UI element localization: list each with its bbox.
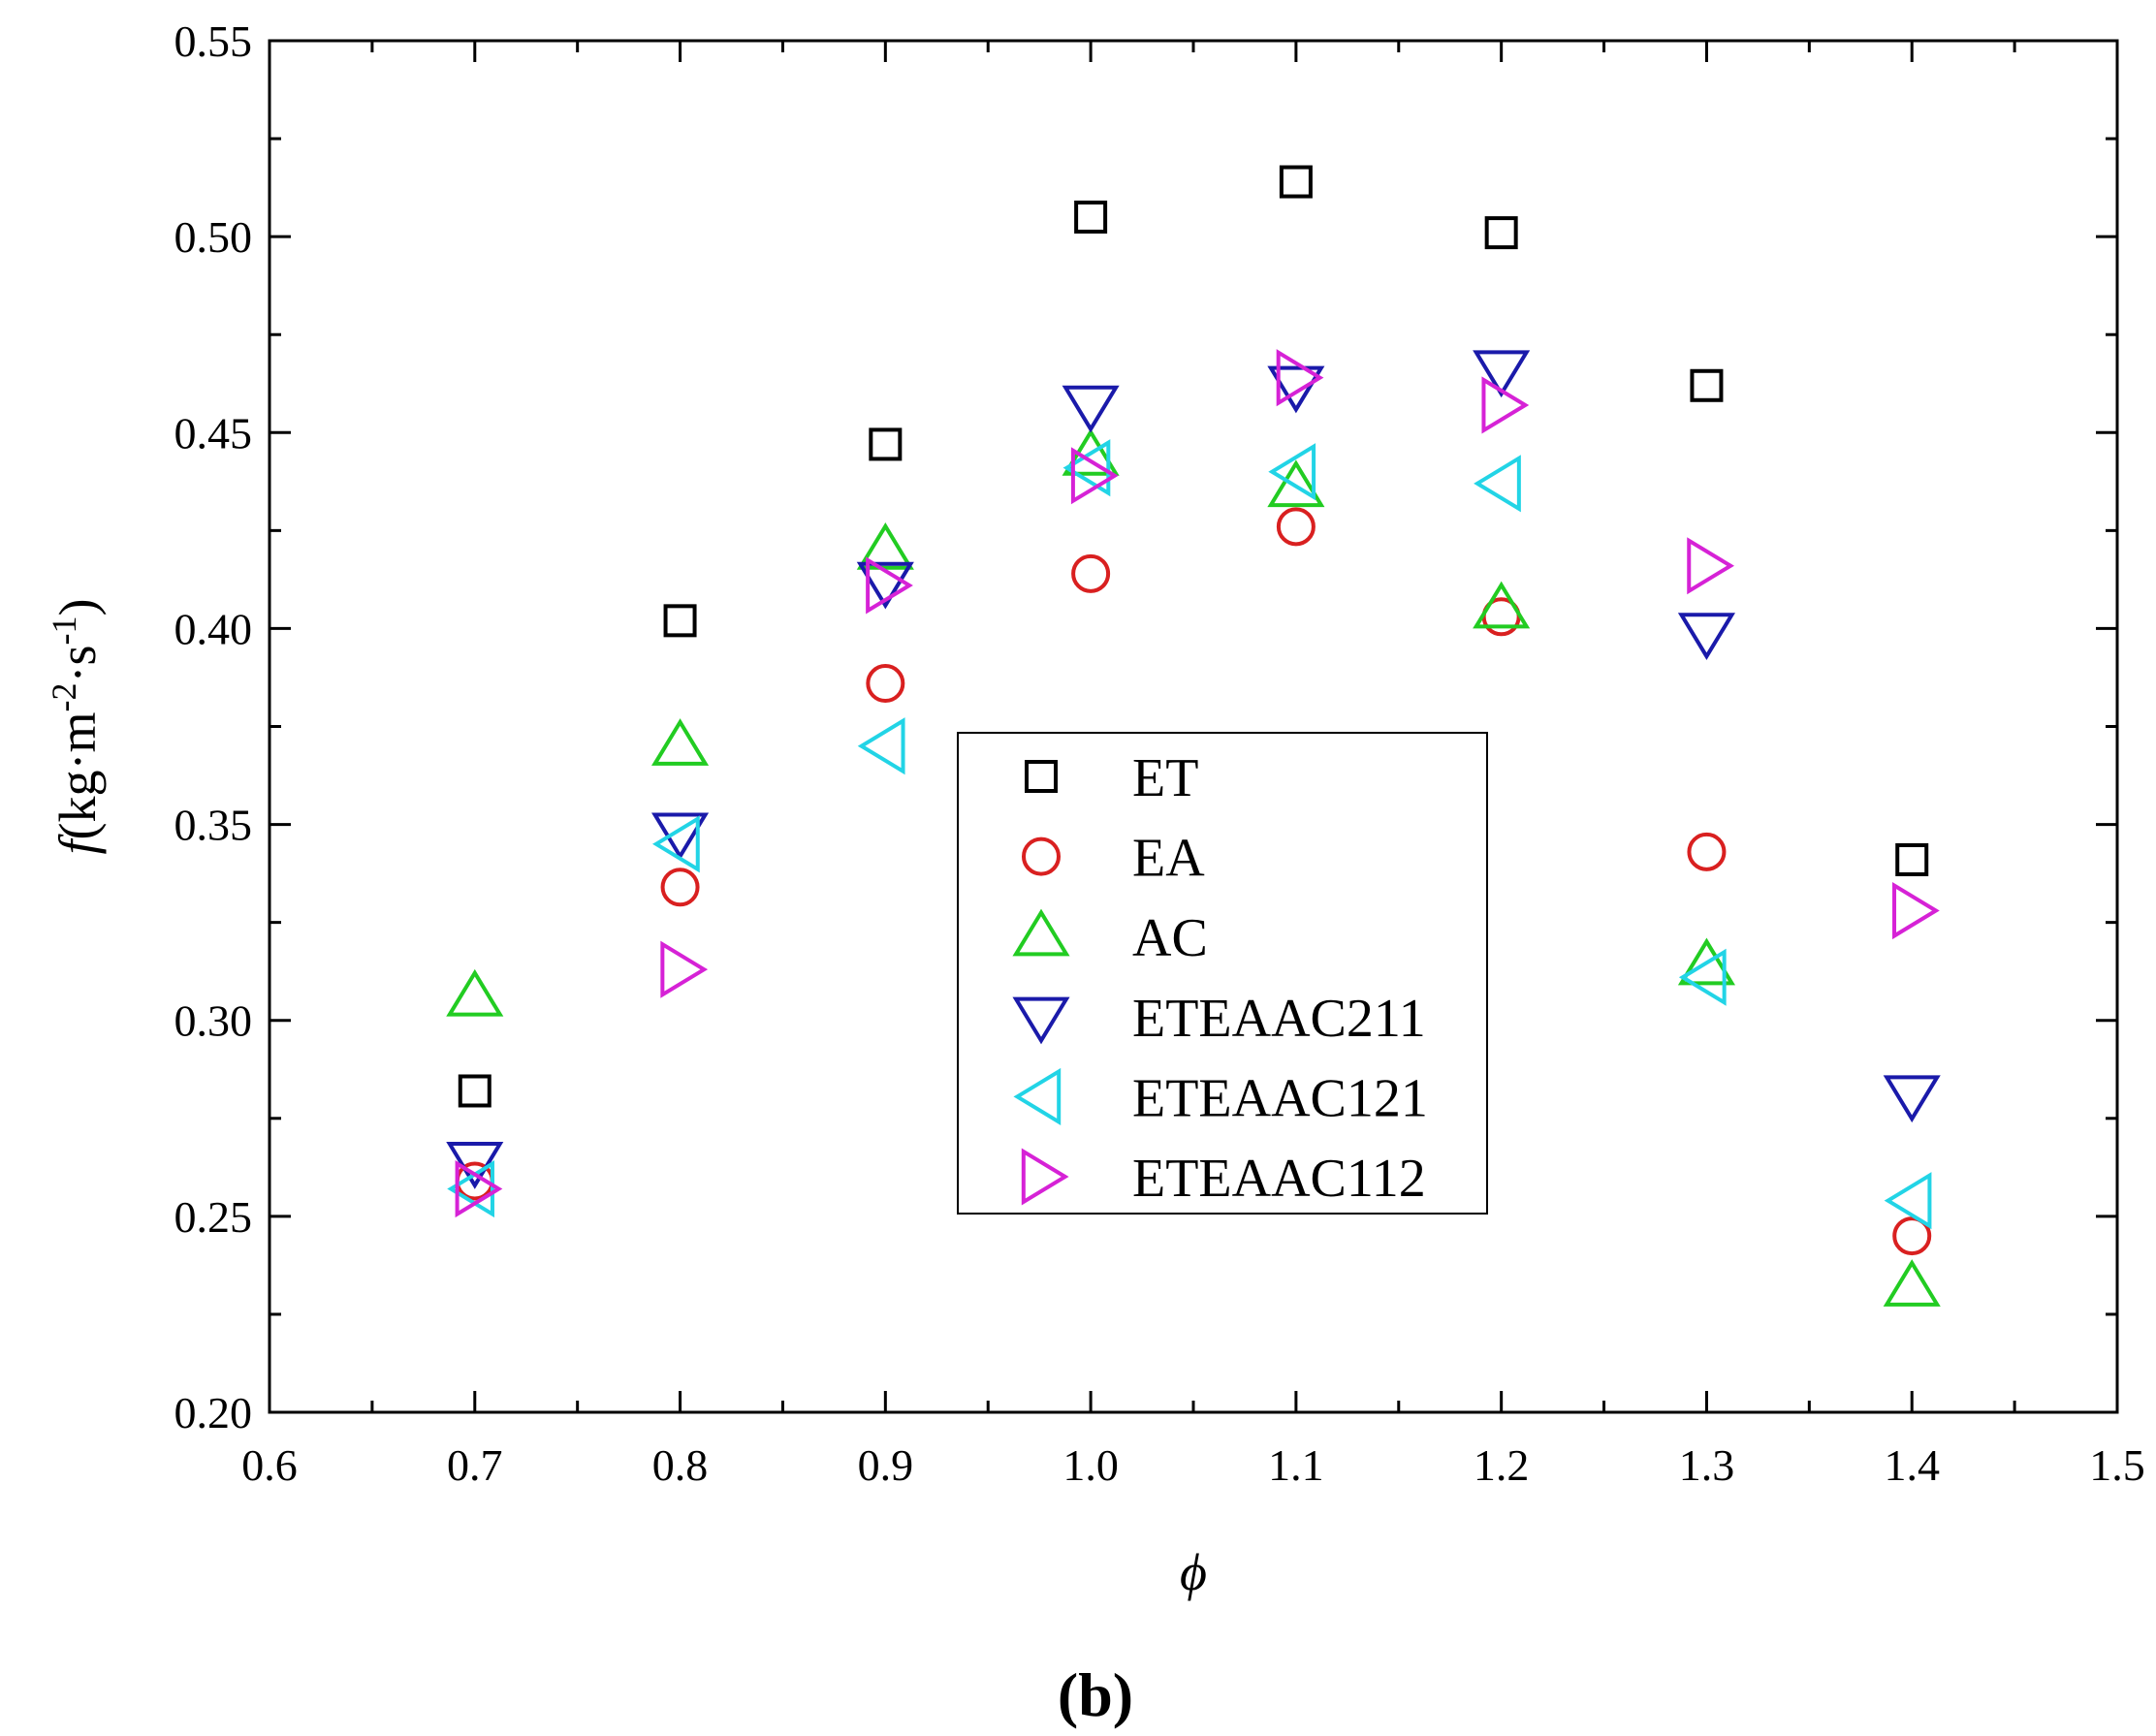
y-tick-label: 0.45 — [174, 408, 253, 458]
point-eteaac121 — [651, 815, 700, 873]
series-eteaac112 — [455, 349, 1940, 1218]
point-ac — [1267, 459, 1325, 508]
point-eteaac112 — [1481, 376, 1530, 434]
point-ea — [866, 664, 905, 704]
point-eteaac121 — [447, 1160, 494, 1218]
point-eteaac112 — [660, 940, 709, 998]
point-et — [1690, 368, 1724, 402]
legend-marker-ea — [1022, 836, 1061, 876]
point-eteaac211 — [1677, 613, 1735, 661]
point-ea — [1687, 832, 1727, 871]
point-ea — [1892, 1216, 1932, 1256]
point-ea — [1071, 553, 1111, 593]
y-tick-label: 0.30 — [174, 996, 253, 1046]
legend-marker-eteaac211 — [1012, 996, 1070, 1045]
point-ac — [1883, 1259, 1941, 1307]
point-eteaac211 — [1062, 385, 1120, 433]
y-axis-label-mid: ·s — [48, 646, 107, 683]
point-eteaac112 — [1070, 447, 1119, 505]
point-ac — [446, 968, 504, 1017]
x-tick-label: 0.9 — [858, 1440, 914, 1490]
point-eteaac121 — [857, 717, 905, 775]
x-tick-label: 0.7 — [447, 1440, 503, 1490]
chart-marks — [446, 165, 1941, 1307]
legend: ET EA AC ETEAAC211 ETEAAC121 ETEAAC112 — [957, 732, 1488, 1215]
y-tick-label: 0.35 — [174, 801, 253, 850]
x-tick-label: 1.4 — [1884, 1440, 1940, 1490]
x-tick-label: 1.2 — [1474, 1440, 1530, 1490]
point-eteaac112 — [1892, 881, 1940, 940]
legend-marker-ac — [1012, 908, 1070, 957]
y-axis-label-end: ) — [48, 599, 107, 616]
point-eteaac121 — [1474, 455, 1521, 513]
point-et — [869, 427, 903, 461]
y-tick-label: 0.20 — [174, 1388, 253, 1437]
y-axis-label-sup2: -1 — [45, 616, 83, 646]
point-eteaac121 — [1678, 948, 1727, 1006]
legend-marker-eteaac112 — [1021, 1148, 1069, 1206]
point-eteaac112 — [866, 556, 913, 615]
point-ac — [1473, 581, 1531, 629]
panel-label: (b) — [1058, 1660, 1133, 1729]
point-eteaac211 — [1883, 1075, 1941, 1123]
point-eteaac112 — [455, 1160, 503, 1218]
y-axis-label-sup1: -2 — [45, 683, 83, 712]
legend-label-et: ET — [1132, 748, 1198, 808]
series-eteaac121 — [447, 439, 1932, 1230]
x-tick-label: 1.0 — [1062, 1440, 1119, 1490]
x-axis: 0.6 0.7 0.8 0.9 1.0 1.1 1.2 1.3 1.4 1.5 — [241, 41, 2145, 1490]
point-eteaac211 — [1267, 365, 1325, 414]
point-et — [1279, 165, 1313, 199]
point-eteaac112 — [1276, 349, 1324, 407]
legend-label-eteaac211: ETEAAC211 — [1132, 989, 1426, 1049]
y-tick-label: 0.40 — [174, 604, 253, 653]
legend-label-ac: AC — [1132, 908, 1208, 968]
point-et — [663, 604, 697, 638]
point-eteaac211 — [856, 561, 914, 610]
x-axis-label: ϕ — [1180, 1543, 1207, 1601]
x-tick-label: 1.5 — [2089, 1440, 2145, 1490]
legend-box — [957, 732, 1488, 1215]
series-et — [458, 165, 1929, 1108]
point-ac — [1677, 937, 1735, 986]
point-et — [458, 1074, 491, 1108]
legend-label-eteaac112: ETEAAC112 — [1132, 1149, 1426, 1209]
legend-label-eteaac121: ETEAAC121 — [1132, 1068, 1428, 1128]
point-eteaac121 — [1062, 439, 1111, 497]
point-eteaac211 — [1473, 350, 1531, 398]
point-ea — [1276, 507, 1316, 547]
point-eteaac112 — [1687, 537, 1735, 595]
x-tick-label: 0.6 — [241, 1440, 298, 1490]
y-tick-label: 0.55 — [174, 16, 253, 66]
x-tick-label: 1.3 — [1679, 1440, 1735, 1490]
point-ea — [660, 868, 700, 907]
point-eteaac121 — [1884, 1172, 1932, 1230]
y-tick-label: 0.50 — [174, 212, 253, 262]
y-tick-label: 0.25 — [174, 1192, 253, 1242]
y-axis-label-unit: (kg·m — [48, 712, 107, 840]
x-tick-label: 0.8 — [652, 1440, 709, 1490]
point-et — [1074, 200, 1108, 234]
legend-marker-eteaac121 — [1013, 1067, 1062, 1125]
point-ac — [856, 522, 914, 570]
point-et — [1895, 842, 1929, 876]
point-eteaac121 — [1268, 443, 1316, 501]
point-et — [1484, 216, 1518, 250]
legend-label-ea: EA — [1132, 829, 1205, 889]
legend-marker-et — [1025, 760, 1058, 793]
x-tick-label: 1.1 — [1268, 1440, 1324, 1490]
y-axis: 0.20 0.25 0.30 0.35 0.40 0.45 0.50 0.55 — [174, 16, 2117, 1437]
y-axis-label: f(kg·m-2·s-1) — [45, 599, 107, 855]
point-ac — [651, 718, 710, 766]
